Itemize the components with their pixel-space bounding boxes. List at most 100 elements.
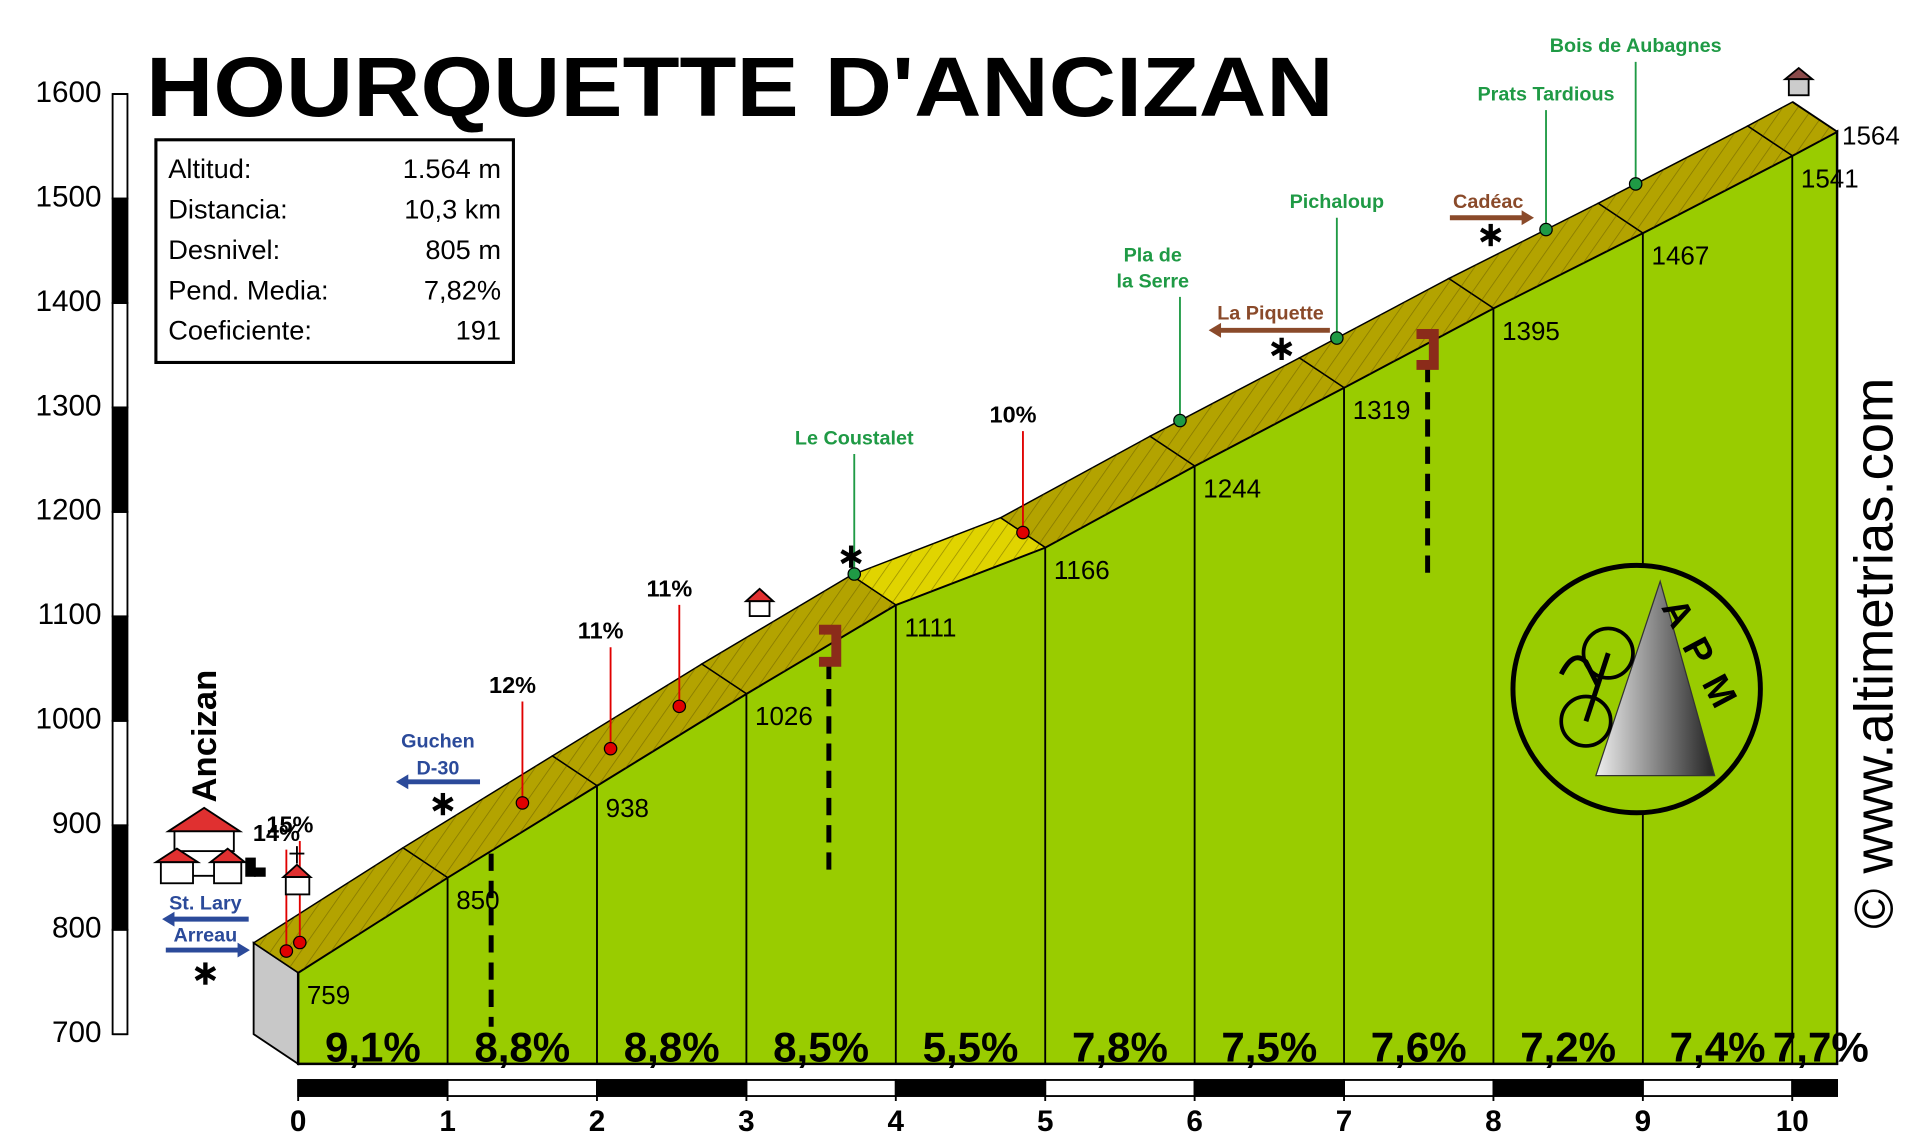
road-label: D-30 bbox=[417, 758, 460, 780]
y-scale-band bbox=[111, 197, 129, 304]
peak-marker bbox=[515, 796, 530, 810]
peak-label: 11% bbox=[578, 618, 624, 644]
y-tick-label: 1300 bbox=[35, 389, 101, 422]
road-arrow-head bbox=[237, 942, 250, 958]
stat-label: Pend. Media: bbox=[168, 274, 328, 305]
y-scale-band bbox=[111, 406, 129, 513]
y-tick-label: 1100 bbox=[38, 598, 102, 631]
x-tick-label: 10 bbox=[1776, 1105, 1809, 1138]
church-icon bbox=[280, 846, 313, 896]
house-icon bbox=[743, 66, 1815, 617]
x-scale-band bbox=[1492, 1079, 1644, 1097]
x-scale-band bbox=[745, 1079, 897, 1097]
altitude-label: 1395 bbox=[1502, 316, 1560, 346]
altitude-label: 1564 bbox=[1842, 121, 1900, 151]
place-marker bbox=[1330, 331, 1344, 345]
x-tick-label: 8 bbox=[1485, 1105, 1502, 1138]
gradient-label: 7,7% bbox=[1773, 1023, 1869, 1070]
road-arrow-head bbox=[162, 911, 175, 927]
place-marker bbox=[847, 567, 862, 581]
altitude-label: 1244 bbox=[1203, 474, 1261, 504]
place-marker bbox=[1539, 222, 1553, 237]
stat-value: 1.564 m bbox=[403, 153, 501, 184]
y-tick-label: 1400 bbox=[35, 285, 101, 318]
road-hatch bbox=[552, 663, 747, 786]
altitude-label: 759 bbox=[307, 980, 350, 1010]
road-label: St. Lary bbox=[169, 893, 242, 915]
y-tick-label: 1000 bbox=[35, 703, 101, 736]
peak-marker bbox=[293, 935, 307, 950]
x-scale-band bbox=[1193, 1079, 1345, 1097]
danger-marker bbox=[1270, 341, 1293, 357]
peak-marker bbox=[603, 741, 618, 756]
altitude-label: 1166 bbox=[1054, 555, 1110, 585]
stat-value: 805 m bbox=[425, 234, 501, 265]
x-tick-label: 4 bbox=[888, 1105, 905, 1138]
stat-value: 191 bbox=[456, 315, 501, 346]
x-tick-label: 3 bbox=[738, 1105, 755, 1138]
road-label: Cadéac bbox=[1453, 191, 1523, 213]
gradient-label: 8,5% bbox=[773, 1023, 869, 1070]
road-arrow-head bbox=[1208, 322, 1222, 338]
gradient-label: 7,6% bbox=[1371, 1023, 1467, 1070]
peak-label: 15% bbox=[266, 811, 313, 837]
x-tick-label: 1 bbox=[439, 1105, 456, 1138]
gradient-label: 7,8% bbox=[1072, 1023, 1168, 1070]
y-scale-band bbox=[111, 824, 129, 931]
x-scale-band bbox=[446, 1079, 598, 1097]
stats-box bbox=[154, 138, 515, 365]
altitude-label: 1319 bbox=[1353, 395, 1411, 425]
logo: APM bbox=[1510, 562, 1763, 816]
y-scale-band bbox=[111, 93, 129, 200]
plot: 7008009001000110012001300140015001600759… bbox=[35, 35, 1899, 1138]
danger-marker bbox=[432, 796, 454, 812]
stat-value: 10,3 km bbox=[404, 193, 501, 224]
x-scale-band bbox=[1791, 1079, 1839, 1097]
place-label: Pla de bbox=[1124, 244, 1182, 266]
x-tick-label: 2 bbox=[589, 1105, 606, 1138]
peak-marker bbox=[1016, 525, 1030, 540]
peak-label: 11% bbox=[647, 575, 693, 601]
y-tick-label: 700 bbox=[52, 1016, 102, 1049]
y-tick-label: 1200 bbox=[35, 494, 101, 527]
place-label: Pichaloup bbox=[1290, 191, 1385, 213]
place-label: Prats Tardious bbox=[1477, 83, 1614, 105]
gradient-label: 5,5% bbox=[923, 1023, 1019, 1070]
gradient-label: 7,5% bbox=[1221, 1023, 1317, 1070]
y-scale-band bbox=[111, 615, 129, 722]
gradient-label: 8,8% bbox=[474, 1023, 570, 1070]
gradient-label: 8,8% bbox=[624, 1023, 720, 1070]
y-scale-band bbox=[111, 302, 129, 409]
town-label: Ancizan bbox=[186, 670, 224, 803]
stat-label: Distancia: bbox=[168, 193, 287, 224]
x-tick-label: 9 bbox=[1635, 1105, 1652, 1138]
y-scale-band bbox=[111, 719, 129, 827]
road-label: Guchen bbox=[401, 730, 475, 752]
peak-label: 10% bbox=[990, 401, 1037, 427]
y-tick-label: 1600 bbox=[35, 76, 101, 109]
gradient-label: 7,2% bbox=[1520, 1023, 1616, 1070]
road-hatch bbox=[1000, 436, 1195, 548]
altitude-label: 1467 bbox=[1652, 241, 1710, 271]
road-label: La Piquette bbox=[1217, 302, 1324, 324]
x-scale-band bbox=[1641, 1079, 1794, 1097]
village-icon bbox=[152, 806, 266, 885]
x-tick-label: 6 bbox=[1186, 1105, 1203, 1138]
danger-marker bbox=[1479, 227, 1502, 243]
x-tick-label: 7 bbox=[1336, 1105, 1353, 1138]
road-hatch bbox=[851, 517, 1046, 605]
stat-label: Coeficiente: bbox=[168, 315, 312, 346]
y-tick-label: 900 bbox=[52, 807, 102, 840]
stat-label: Altitud: bbox=[168, 153, 251, 184]
road-end bbox=[1792, 101, 1838, 133]
x-scale-band bbox=[894, 1079, 1047, 1097]
gradient-label: 7,4% bbox=[1670, 1023, 1766, 1070]
chart-title: HOURQUETTE D'ANCIZAN bbox=[146, 40, 1334, 134]
x-scale-band bbox=[1044, 1079, 1196, 1097]
x-tick-label: 5 bbox=[1037, 1105, 1054, 1138]
road-hatch bbox=[403, 755, 597, 878]
road-hatch bbox=[1598, 125, 1793, 233]
place-label: la Serre bbox=[1116, 270, 1189, 292]
peak-marker bbox=[279, 944, 294, 958]
